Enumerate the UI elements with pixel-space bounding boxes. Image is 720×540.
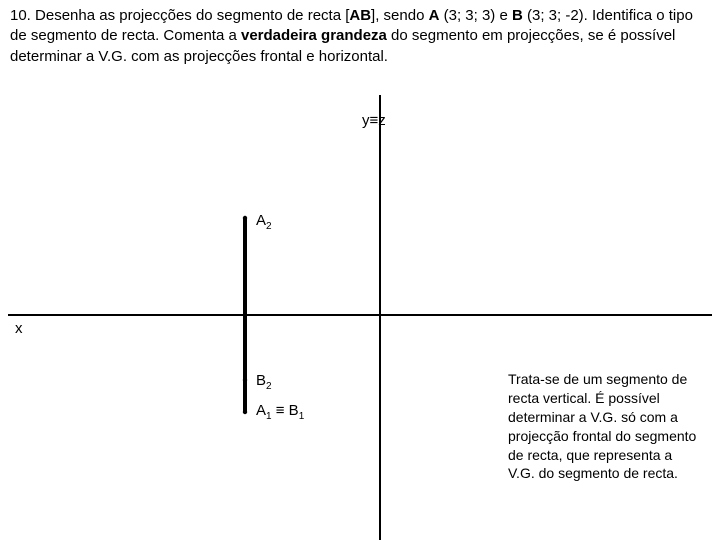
label-A1-base: A — [256, 402, 266, 419]
label-B1-sub: 1 — [299, 411, 305, 422]
label-B2-base: B — [256, 372, 266, 389]
label-A2-base: A — [256, 212, 266, 229]
label-A1B1: A1 ≡ B1 — [256, 402, 304, 422]
label-B2-sub: 2 — [266, 381, 272, 392]
axis-label-x: x — [15, 320, 23, 337]
label-A2-sub: 2 — [266, 221, 272, 232]
label-B1-base: B — [289, 402, 299, 419]
answer-text: Trata-se de um segmento de recta vertica… — [508, 370, 698, 483]
axis-label-yz: y≡z — [362, 112, 386, 129]
tick-A1B1 — [243, 410, 247, 414]
tick-B2 — [243, 378, 247, 382]
tick-A2 — [243, 216, 247, 220]
label-A2: A2 — [256, 212, 272, 232]
label-B2: B2 — [256, 372, 272, 392]
label-eq: ≡ — [272, 402, 289, 419]
